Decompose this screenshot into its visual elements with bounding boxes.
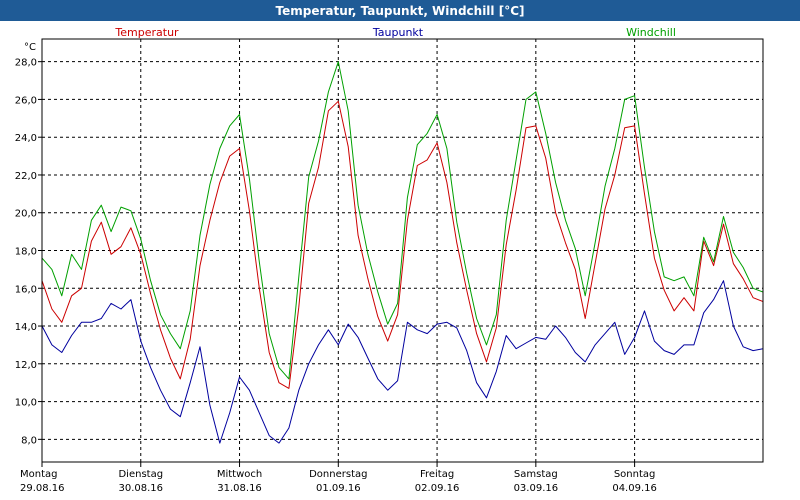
x-tick-day: Donnerstag bbox=[309, 469, 367, 480]
x-tick-labels: Montag 29.08.16 Dienstag 30.08.16 Mittwoch 31… bbox=[20, 469, 657, 494]
legend-entry-taupunkt: Taupunkt bbox=[372, 26, 424, 39]
y-tick-labels: 28,0 26,0 24,0 22,0 20,0 18,0 16,0 14,0 12,0 10,0… bbox=[15, 58, 37, 447]
x-tick-date: 02.09.16 bbox=[415, 483, 460, 494]
x-tick-date: 30.08.16 bbox=[119, 483, 164, 494]
chart-title: Temperatur, Taupunkt, Windchill [°C] bbox=[0, 0, 800, 21]
series-line-windchill bbox=[41, 61, 764, 380]
x-tick-day: Montag bbox=[20, 469, 57, 480]
y-tick-label: 28,0 bbox=[15, 58, 37, 69]
y-tick-label: 16,0 bbox=[15, 284, 37, 295]
x-tick-date: 01.09.16 bbox=[316, 483, 361, 494]
x-tick-day: Freitag bbox=[420, 469, 454, 480]
y-tick-label: 12,0 bbox=[15, 360, 37, 371]
y-tick-label: 22,0 bbox=[15, 171, 37, 182]
legend-entry-windchill: Windchill bbox=[626, 26, 676, 39]
x-tick-day: Samstag bbox=[514, 469, 558, 480]
y-tick-label: 18,0 bbox=[15, 247, 37, 258]
y-tick-label: 10,0 bbox=[15, 398, 37, 409]
plot-frame bbox=[41, 38, 764, 463]
series-lines bbox=[41, 61, 764, 444]
grid bbox=[38, 39, 763, 467]
x-tick-date: 31.08.16 bbox=[217, 483, 262, 494]
series-line-taupunkt bbox=[41, 280, 764, 444]
x-tick-day: Sonntag bbox=[614, 469, 656, 480]
y-tick-label: 26,0 bbox=[15, 95, 37, 106]
y-tick-label: 8,0 bbox=[21, 435, 37, 446]
y-tick-label: 14,0 bbox=[15, 322, 37, 333]
y-tick-label: 20,0 bbox=[15, 209, 37, 220]
x-tick-date: 04.09.16 bbox=[612, 483, 657, 494]
series-line-temperatur bbox=[41, 100, 764, 389]
x-tick-date: 29.08.16 bbox=[20, 483, 65, 494]
y-axis-label: °C bbox=[24, 42, 36, 53]
x-tick-day: Dienstag bbox=[118, 469, 163, 480]
legend: Temperatur Taupunkt Windchill bbox=[114, 26, 676, 39]
line-chart: 28,0 26,0 24,0 22,0 20,0 18,0 16,0 14,0 12,0 10,0… bbox=[15, 26, 764, 494]
x-tick-date: 03.09.16 bbox=[514, 483, 559, 494]
y-tick-label: 24,0 bbox=[15, 133, 37, 144]
legend-entry-temperatur: Temperatur bbox=[114, 26, 179, 39]
x-tick-day: Mittwoch bbox=[217, 469, 262, 480]
chart-panel: 28,0 26,0 24,0 22,0 20,0 18,0 16,0 14,0 12,0 10,0… bbox=[0, 21, 800, 500]
